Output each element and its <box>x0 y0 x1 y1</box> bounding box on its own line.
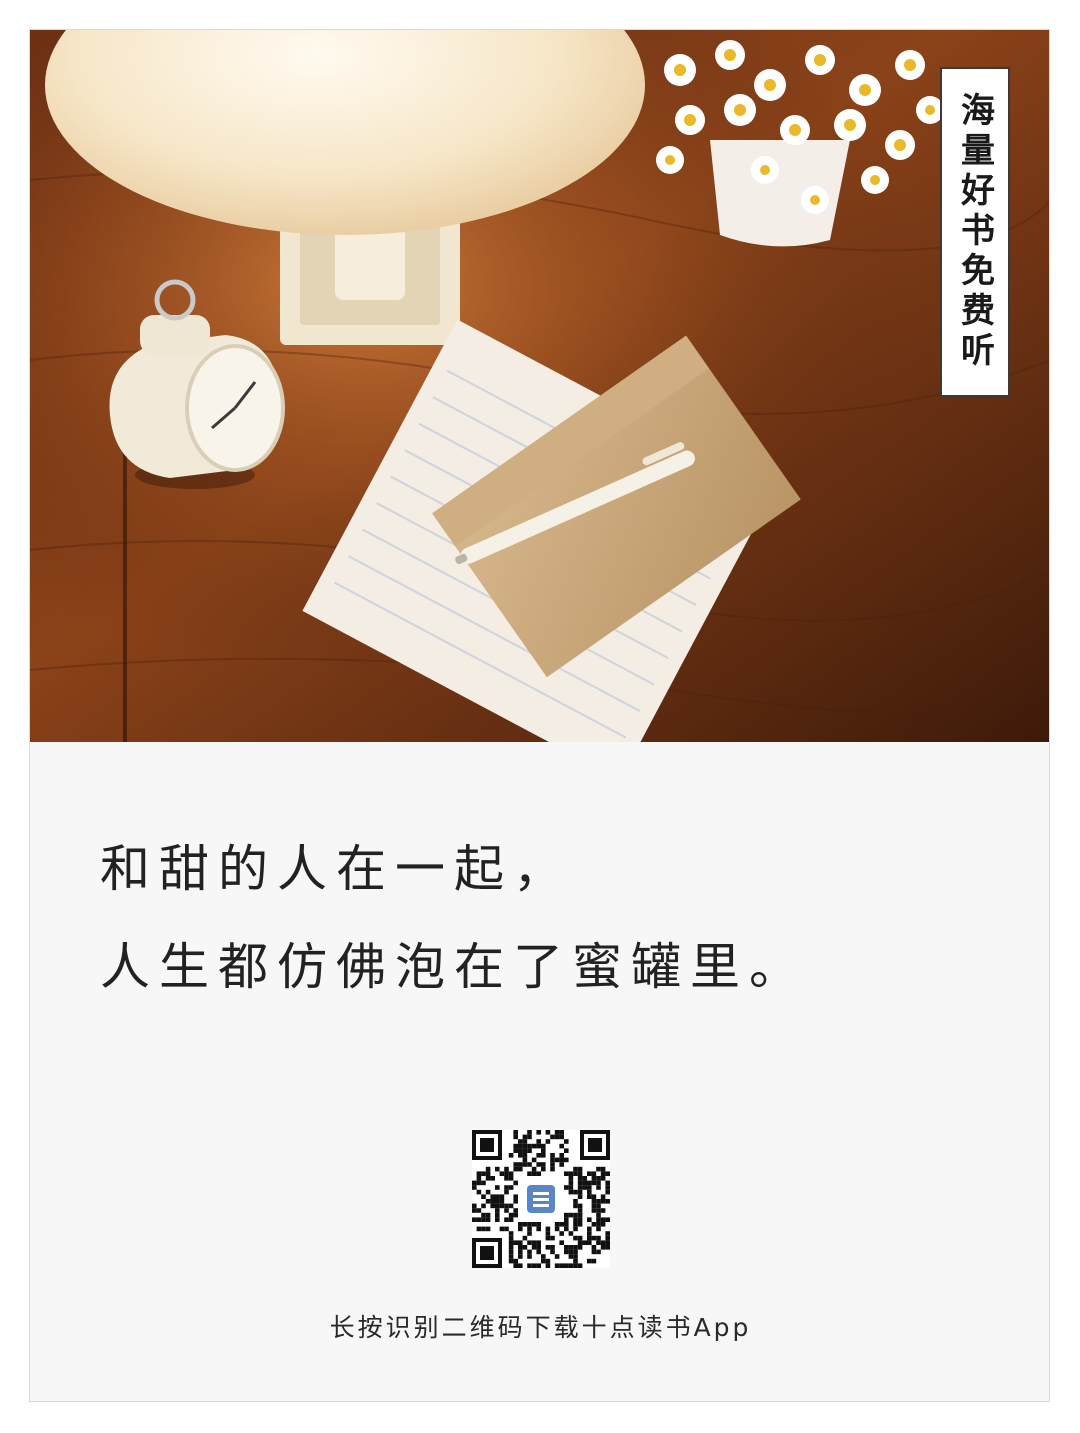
poster-card: 海量好书免费听 和甜的人在一起， 人生都仿佛泡在了蜜罐里。 <box>29 29 1050 1402</box>
quote-block: 和甜的人在一起， 人生都仿佛泡在了蜜罐里。 <box>100 820 1000 1016</box>
book-app-logo-icon <box>524 1182 558 1216</box>
badge-text: 海量好书免费听 <box>954 92 995 372</box>
quote-line-2: 人生都仿佛泡在了蜜罐里。 <box>100 938 808 996</box>
download-instruction: 长按识别二维码下载十点读书App <box>329 1313 752 1342</box>
free-audiobook-badge: 海量好书免费听 <box>940 67 1010 397</box>
desk-photo <box>30 30 1049 742</box>
quote-line-1: 和甜的人在一起， <box>100 840 572 898</box>
qr-code[interactable] <box>472 1130 610 1268</box>
